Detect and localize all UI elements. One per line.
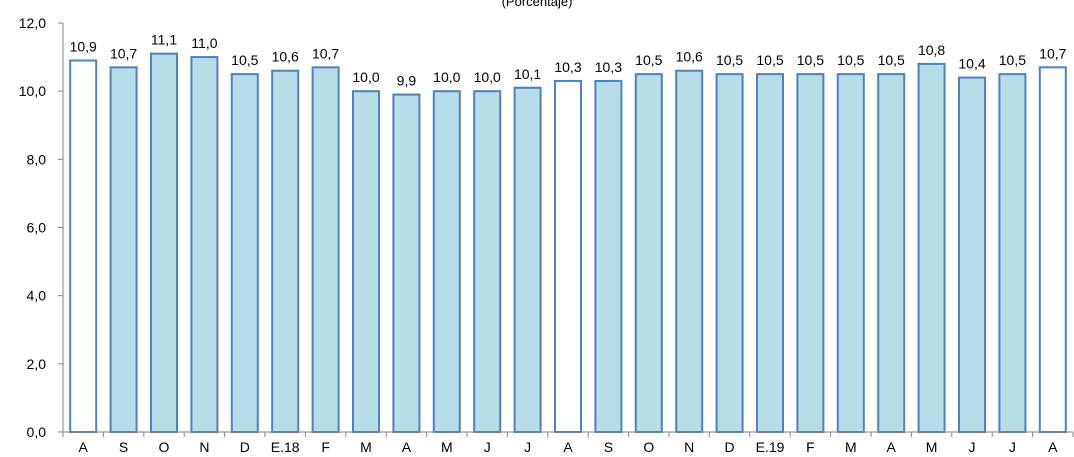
data-label: 10,5 bbox=[756, 52, 783, 68]
bar bbox=[311, 66, 340, 433]
y-tick-label: 0,0 bbox=[27, 424, 47, 440]
x-tick-label: N bbox=[684, 439, 694, 455]
data-label: 11,0 bbox=[191, 35, 217, 51]
bar bbox=[958, 76, 986, 433]
x-tick-label: M bbox=[441, 439, 453, 455]
bar bbox=[877, 73, 906, 434]
data-label: 11,1 bbox=[151, 32, 177, 48]
x-tick-label: S bbox=[604, 439, 613, 455]
bar bbox=[473, 90, 502, 433]
y-tick-label: 12,0 bbox=[19, 15, 46, 31]
y-tick-label: 10,0 bbox=[19, 83, 46, 99]
x-tick-label: M bbox=[845, 439, 857, 455]
data-label: 10,5 bbox=[797, 52, 824, 68]
x-tick-label: F bbox=[806, 439, 815, 455]
y-tick-label: 8,0 bbox=[27, 151, 47, 167]
bar bbox=[432, 90, 461, 433]
bar bbox=[715, 73, 744, 434]
x-tick-label: A bbox=[402, 439, 412, 455]
y-tick-label: 2,0 bbox=[27, 356, 47, 372]
bar bbox=[634, 73, 663, 434]
axes-layer bbox=[58, 22, 1074, 437]
data-label: 10,5 bbox=[837, 52, 864, 68]
x-tick-label: M bbox=[926, 439, 938, 455]
data-label: 10,1 bbox=[514, 66, 541, 82]
data-label: 10,4 bbox=[958, 56, 985, 72]
x-tick-label: N bbox=[199, 439, 209, 455]
x-tick-label: A bbox=[79, 439, 89, 455]
x-tick-label: M bbox=[360, 439, 372, 455]
x-tick-label: D bbox=[725, 439, 735, 455]
bar bbox=[1038, 66, 1067, 433]
data-label: 10,5 bbox=[231, 52, 258, 68]
data-label: 10,8 bbox=[918, 42, 945, 58]
x-tick-label: S bbox=[119, 439, 128, 455]
bar bbox=[150, 52, 178, 434]
data-label: 10,7 bbox=[1039, 45, 1066, 61]
x-tick-label: D bbox=[240, 439, 250, 455]
x-tick-label: F bbox=[321, 439, 330, 455]
bar bbox=[554, 79, 582, 433]
data-label: 9,9 bbox=[397, 73, 417, 89]
bar bbox=[796, 73, 825, 434]
bar bbox=[594, 79, 623, 433]
labels-layer: 10,9 A 10,7 S 11,1 O 11,0 N 10,5 D 10,6 E.18 10,7 F 10… bbox=[19, 15, 1067, 455]
x-tick-label: A bbox=[1048, 439, 1058, 455]
x-tick-label: E.19 bbox=[756, 439, 785, 455]
data-label: 10,0 bbox=[474, 69, 501, 85]
x-tick-label: J bbox=[1009, 439, 1016, 455]
bar bbox=[675, 69, 704, 433]
bar bbox=[917, 62, 946, 434]
bar bbox=[230, 73, 259, 434]
data-label: 10,6 bbox=[272, 49, 299, 65]
data-label: 10,5 bbox=[716, 52, 743, 68]
bars-layer bbox=[69, 52, 1067, 434]
data-label: 10,5 bbox=[635, 52, 662, 68]
bar bbox=[69, 59, 98, 434]
data-label: 10,0 bbox=[352, 69, 379, 85]
chart-subtitle: (Porcentaje) bbox=[501, 0, 573, 9]
bar bbox=[352, 90, 380, 433]
bar bbox=[190, 56, 219, 434]
data-label: 10,9 bbox=[70, 38, 97, 54]
data-label: 10,7 bbox=[312, 45, 339, 61]
data-label: 10,3 bbox=[554, 59, 581, 75]
bar bbox=[998, 73, 1027, 434]
data-label: 10,0 bbox=[433, 69, 460, 85]
bar bbox=[392, 93, 421, 433]
x-tick-label: A bbox=[887, 439, 897, 455]
y-tick-label: 4,0 bbox=[27, 288, 47, 304]
bar bbox=[756, 73, 784, 434]
x-tick-label: J bbox=[524, 439, 531, 455]
y-tick-label: 6,0 bbox=[27, 220, 47, 236]
x-tick-label: A bbox=[563, 439, 573, 455]
data-label: 10,5 bbox=[878, 52, 905, 68]
bar bbox=[271, 69, 300, 433]
data-label: 10,3 bbox=[595, 59, 622, 75]
bar bbox=[513, 86, 542, 433]
data-label: 10,7 bbox=[110, 45, 137, 61]
bar bbox=[836, 73, 865, 434]
bar bbox=[109, 66, 138, 433]
x-tick-label: J bbox=[969, 439, 976, 455]
data-label: 10,6 bbox=[676, 49, 703, 65]
x-tick-label: E.18 bbox=[271, 439, 300, 455]
x-tick-label: O bbox=[643, 439, 654, 455]
x-tick-label: J bbox=[484, 439, 491, 455]
x-tick-label: O bbox=[159, 439, 170, 455]
data-label: 10,5 bbox=[999, 52, 1026, 68]
